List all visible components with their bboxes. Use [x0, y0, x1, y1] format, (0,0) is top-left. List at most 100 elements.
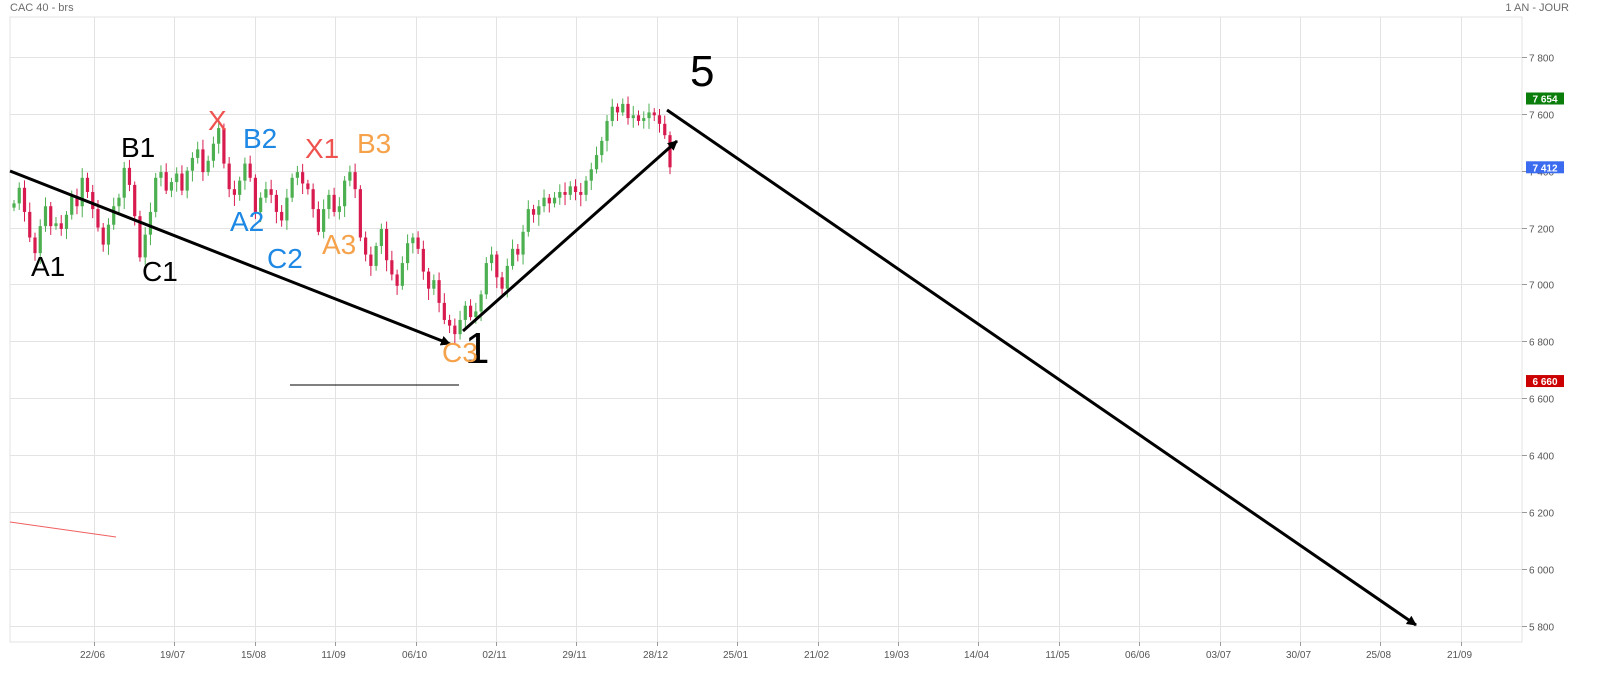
- candle-body: [222, 128, 226, 164]
- candle-body: [447, 319, 452, 326]
- candle-body: [143, 234, 147, 258]
- x-tick-label: 15/08: [241, 650, 266, 661]
- candle-body: [159, 172, 163, 178]
- candle-body: [269, 189, 273, 195]
- candle-body: [537, 206, 541, 215]
- candle-body: [521, 231, 525, 255]
- candle-body: [301, 172, 305, 184]
- wave-label-b1: B1: [121, 132, 155, 163]
- candle-body: [605, 120, 609, 141]
- candle-body: [217, 128, 221, 144]
- candle-body: [327, 194, 331, 210]
- x-tick-label: 30/07: [1286, 650, 1311, 661]
- candle-body: [636, 115, 641, 121]
- candle-body: [369, 254, 373, 266]
- candle-body: [500, 277, 504, 289]
- grid-lines: [9, 16, 1523, 643]
- candle-body: [426, 271, 431, 289]
- candle-body: [615, 106, 620, 113]
- candle-body: [463, 305, 467, 320]
- candle-body: [259, 197, 263, 212]
- candle-body: [552, 197, 557, 204]
- y-tick-label: 6 200: [1529, 509, 1554, 520]
- y-tick-label: 7 600: [1529, 111, 1554, 122]
- x-tick-label: 03/07: [1206, 650, 1231, 661]
- candle-body: [516, 248, 520, 255]
- candle-body: [28, 211, 32, 238]
- down-trend-arrow: [9, 169, 451, 346]
- candle-body: [206, 160, 210, 173]
- candle-body: [411, 237, 415, 244]
- candle-body: [432, 280, 436, 289]
- wave-label-a1: A1: [31, 251, 65, 282]
- candle-body: [421, 248, 425, 272]
- candle-body: [453, 325, 457, 335]
- candle-body: [33, 237, 37, 254]
- candle-body: [337, 206, 341, 212]
- wave-label-a3: A3: [322, 229, 356, 260]
- y-tick-label: 7 200: [1529, 225, 1554, 236]
- candle-body: [285, 197, 289, 221]
- wave-label-c1: C1: [142, 256, 178, 287]
- candle-body: [364, 237, 368, 255]
- candle-body: [306, 183, 310, 190]
- candle-body: [211, 143, 216, 161]
- price-tag-label: 7 654: [1532, 95, 1557, 106]
- candle-body: [416, 237, 420, 249]
- candle-body: [400, 263, 404, 286]
- wave-label-a2: A2: [230, 206, 264, 237]
- candle-body: [264, 189, 268, 198]
- candle-body: [138, 216, 142, 258]
- candle-body: [390, 260, 394, 275]
- candle-body: [474, 311, 478, 318]
- x-tick-label: 11/05: [1045, 650, 1070, 661]
- candle-body: [468, 305, 473, 318]
- candle-body: [227, 163, 231, 190]
- candle-body: [12, 203, 16, 208]
- x-tick-label: 02/11: [482, 650, 507, 661]
- candle-body: [112, 206, 116, 225]
- candle-body: [70, 196, 74, 215]
- candle-body: [642, 118, 646, 121]
- candles: [12, 96, 672, 345]
- candle-body: [579, 192, 583, 195]
- candle-body: [505, 265, 509, 289]
- candle-body: [510, 248, 515, 266]
- candle-body: [96, 209, 100, 228]
- candle-body: [374, 246, 378, 266]
- candle-body: [437, 280, 441, 303]
- candle-body: [458, 319, 462, 335]
- up-trend-arrow: [462, 139, 678, 333]
- candle-body: [164, 172, 168, 191]
- candle-body: [657, 115, 662, 124]
- candle-body: [295, 172, 299, 178]
- wave-label-c3: C3: [442, 337, 478, 368]
- candle-body: [647, 112, 651, 119]
- candle-body: [558, 192, 562, 198]
- y-tick-label: 6 800: [1529, 338, 1554, 349]
- candle-body: [442, 302, 446, 320]
- candle-body: [290, 177, 294, 198]
- candle-body: [668, 135, 672, 168]
- candle-body: [43, 206, 48, 227]
- candle-body: [484, 263, 488, 295]
- candle-body: [568, 186, 572, 195]
- candle-body: [75, 196, 79, 207]
- candle-body: [584, 180, 588, 195]
- candle-body: [274, 194, 278, 212]
- candle-body: [652, 112, 656, 116]
- price-tag-label: 6 660: [1532, 377, 1557, 388]
- candle-body: [479, 294, 483, 312]
- x-tick-label: 06/10: [402, 650, 427, 661]
- candle-body: [343, 180, 347, 207]
- candle-body: [489, 254, 494, 264]
- wave-label-c2: C2: [267, 243, 303, 274]
- candle-body: [169, 182, 174, 191]
- candle-body: [17, 187, 21, 204]
- candle-body: [322, 209, 326, 232]
- x-tick-label: 28/12: [643, 650, 668, 661]
- candle-body: [600, 140, 604, 156]
- candle-body: [91, 192, 95, 210]
